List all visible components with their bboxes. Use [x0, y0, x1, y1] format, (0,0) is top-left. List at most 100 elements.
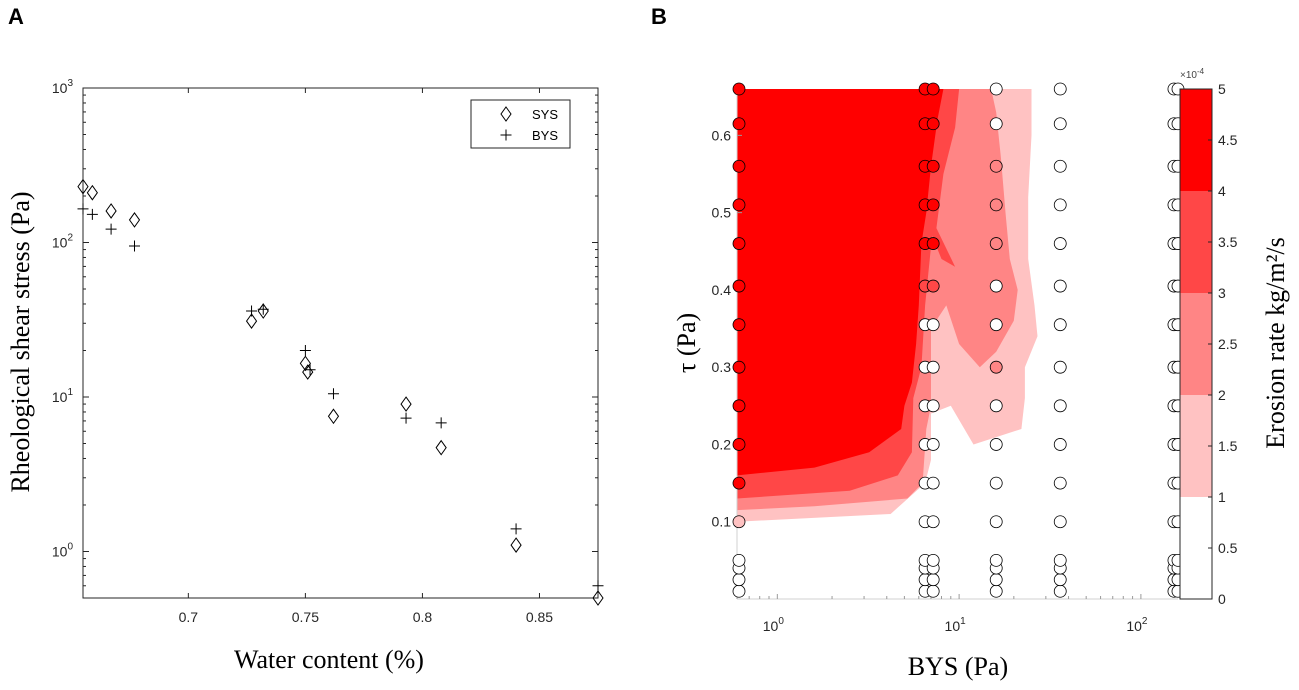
sample-point [732, 159, 746, 173]
legend-marker-bys [500, 129, 512, 141]
sample-point [732, 399, 746, 413]
bys-point [510, 523, 522, 535]
bys-point [400, 412, 412, 424]
colorbar-tick-label: 3.5 [1218, 234, 1238, 250]
sample-point [926, 318, 940, 332]
sys-point [327, 408, 340, 425]
sample-point [926, 399, 940, 413]
x-axis-title-a: Water content (%) [234, 645, 424, 674]
colorbar-label: Erosion rate kg/m²/s [1261, 237, 1290, 448]
colorbar-band [1180, 89, 1212, 191]
sample-point [926, 279, 940, 293]
colorbar-tick-label: 2 [1218, 387, 1226, 403]
sample-point [926, 117, 940, 131]
sys-point [77, 178, 89, 195]
colorbar-ticks: 0 0.5 1 1.5 2 2.5 3 3.5 4 4.5 5 [1208, 81, 1238, 607]
sample-point [926, 515, 940, 529]
y-tick-label: 0.6 [712, 127, 732, 143]
sys-point [86, 184, 98, 201]
colorbar-tick-label: 3 [1218, 285, 1226, 301]
colorbar-tick-label: 2.5 [1218, 336, 1238, 352]
sample-point [732, 198, 746, 212]
sample-point [732, 117, 746, 131]
legend-label-bys: BYS [532, 128, 558, 143]
sample-point [989, 318, 1003, 332]
sample-point [926, 159, 940, 173]
legend-markers [500, 106, 512, 141]
sample-point [989, 573, 1003, 587]
contour-level-4-5 [737, 89, 944, 476]
legend-a: SYS BYS [470, 99, 571, 149]
colorbar-bands [1180, 89, 1212, 599]
colorbar: 0 0.5 1 1.5 2 2.5 3 3.5 4 4.5 5 ×10-4 Erosion rate… [1179, 67, 1290, 607]
legend-box [470, 99, 571, 149]
sample-point [926, 476, 940, 490]
sample-point [926, 438, 940, 451]
y-axis-title-b: τ (Pa) [672, 313, 701, 373]
sample-point [989, 279, 1003, 293]
scatter-chart-panel-a: 0.7 0.75 0.8 0.85 100 101 102 103 SYS BYS Water… [6, 78, 604, 674]
colorbar-tick-label: 1.5 [1218, 438, 1238, 454]
sample-point [989, 82, 1003, 96]
legend-marker-sys [500, 106, 512, 122]
sample-point [732, 476, 746, 490]
sample-point [1053, 318, 1067, 332]
y-tick-label: 0.2 [712, 436, 732, 452]
y-tick-label: 0.3 [712, 359, 732, 375]
sample-point [732, 82, 746, 96]
y-tick-label: 0.4 [712, 282, 732, 298]
sample-point [989, 438, 1003, 451]
colorbar-band [1180, 497, 1212, 599]
x-tick-label: 0.7 [179, 609, 199, 625]
sample-point [989, 117, 1003, 131]
bys-point [304, 364, 316, 376]
sample-point [1053, 515, 1067, 529]
sample-point [732, 573, 746, 587]
sys-point [245, 313, 258, 329]
sample-point [732, 584, 746, 598]
bys-point [435, 417, 447, 429]
y-tick-label: 0.5 [712, 205, 732, 221]
colorbar-band [1180, 293, 1212, 395]
sample-point [989, 476, 1003, 490]
sys-point [105, 203, 117, 219]
colorbar-tick-label: 0.5 [1218, 540, 1238, 556]
colorbar-tick-label: 1 [1218, 489, 1226, 505]
sample-point [1053, 584, 1067, 598]
sample-point [1053, 438, 1067, 451]
sample-point [732, 438, 746, 451]
x-tick-label: 100 [763, 616, 785, 634]
colorbar-tick-label: 5 [1218, 81, 1226, 97]
plot-area-a [82, 87, 599, 599]
bys-point [77, 203, 89, 215]
x-tick-label: 0.75 [292, 609, 319, 625]
sample-point [732, 515, 746, 529]
x-tick-label: 0.85 [526, 609, 553, 625]
y-tick-label: 103 [52, 78, 74, 96]
sample-point [732, 318, 746, 332]
sample-point [926, 82, 940, 96]
sample-point [1053, 360, 1067, 374]
sample-point [732, 553, 746, 567]
sample-point [1053, 573, 1067, 587]
sample-points [732, 82, 1185, 598]
bys-point [299, 344, 311, 356]
bys-point [129, 240, 140, 252]
bys-point [105, 223, 117, 235]
sample-point [989, 237, 1003, 250]
x-tick-label: 0.8 [413, 609, 433, 625]
panel-letter-a: A [8, 4, 24, 29]
sys-point [128, 212, 141, 228]
sample-point [926, 584, 940, 598]
colorbar-band [1180, 395, 1212, 497]
sample-point [1053, 399, 1067, 413]
axis-ticks-a: 0.7 0.75 0.8 0.85 100 101 102 103 [52, 78, 598, 625]
sample-point [989, 515, 1003, 529]
y-tick-label: 100 [52, 541, 74, 559]
sample-point [1053, 198, 1067, 212]
x-tick-label: 102 [1126, 616, 1148, 634]
colorbar-tick-label: 4 [1218, 183, 1226, 199]
sample-point [732, 360, 746, 374]
bys-point [257, 303, 269, 315]
